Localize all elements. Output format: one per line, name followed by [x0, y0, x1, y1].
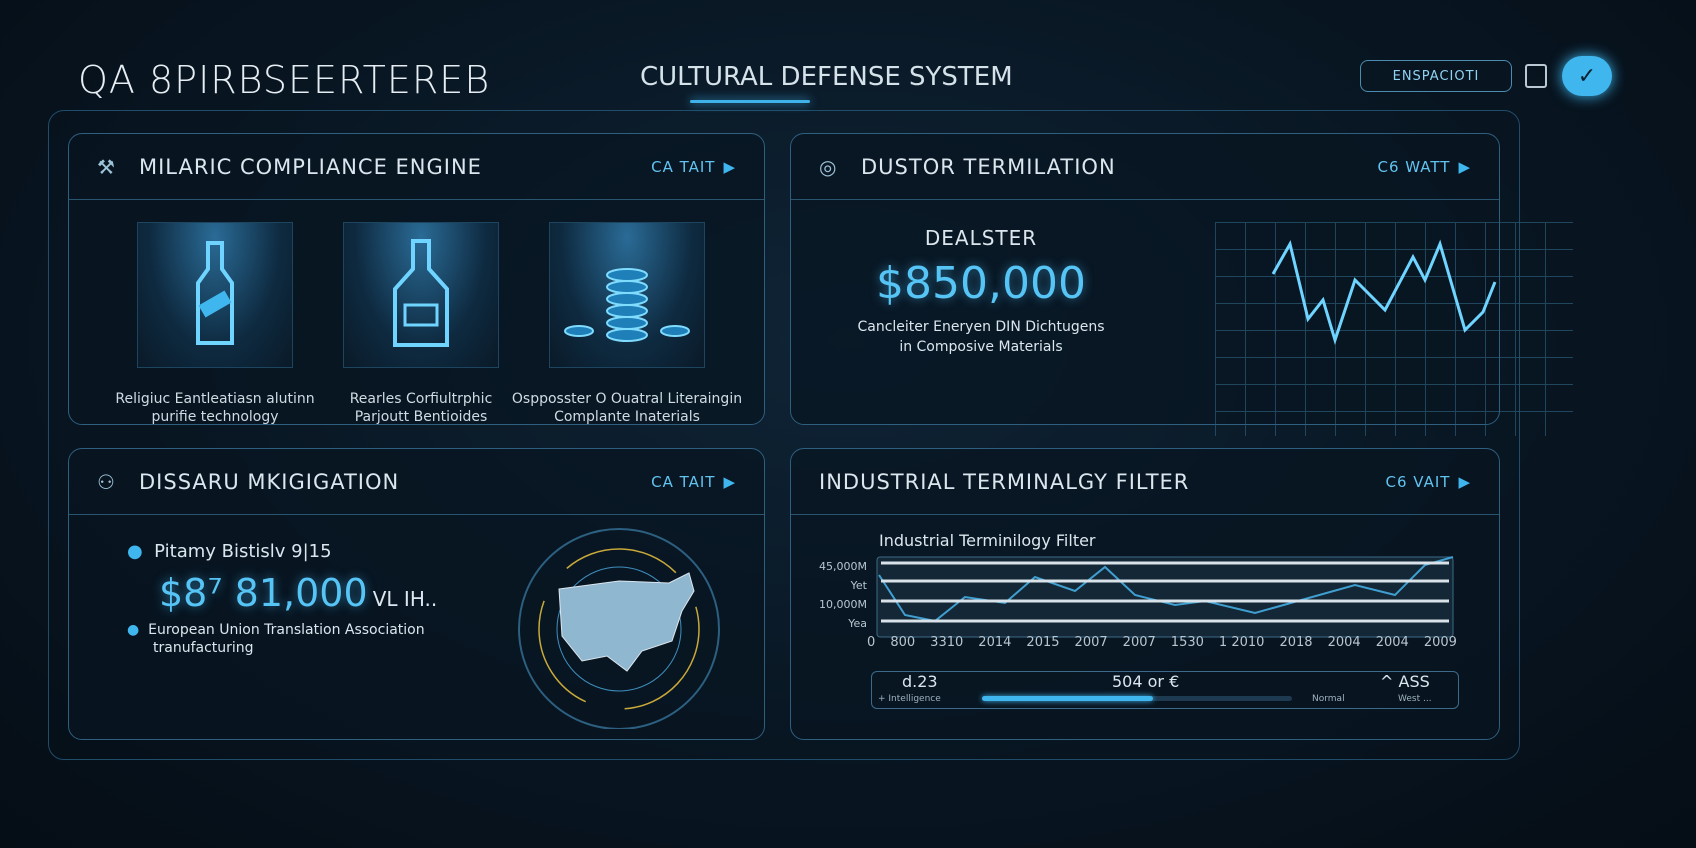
bullet-item: ● Pitamy Bistislv 9|15 [127, 541, 332, 562]
chart-title: Industrial Terminilogy Filter [879, 531, 1096, 550]
header-button[interactable]: ENSPACIOTI [1360, 60, 1512, 92]
migration-panel: ⚇ DISSARU MKIGIGATION CA TAIT ▶ ● Pitamy Bi… [68, 448, 765, 740]
document-icon[interactable] [1525, 64, 1547, 88]
panel-action[interactable]: CA TAIT ▶ [651, 472, 736, 491]
flask-icon[interactable] [343, 222, 499, 368]
stat-description: Cancleiter Eneryen DIN Dichtugens in Comp… [857, 319, 1105, 355]
right-sub: West ... [1398, 694, 1432, 704]
data-grid [1215, 222, 1573, 436]
filter-panel: INDUSTRIAL TERMINALGY FILTER C6 VAIT ▶ Ind… [790, 448, 1500, 740]
center-value: 504 or € [1112, 672, 1180, 691]
left-value: d.23 [902, 672, 938, 691]
panel-title: DISSARU MKIGIGATION [139, 469, 400, 494]
filter-controls: d.23 + Intelligence 504 or € Normal ^ AS… [871, 671, 1459, 709]
check-circle-icon: ◎ [819, 154, 837, 179]
check-icon[interactable]: ✓ [1562, 56, 1612, 96]
panel-action[interactable]: CA TAIT ▶ [651, 157, 736, 176]
trend-line [1271, 239, 1497, 345]
left-label: + Intelligence [878, 694, 941, 704]
caption: Ospposster O Ouatral Literaingin Complant… [511, 391, 743, 425]
stat-label: DEALSTER [924, 226, 1038, 250]
right-value: ^ ASS [1380, 672, 1430, 691]
tool-icon: ⚒ [97, 154, 115, 179]
panel-action[interactable]: C6 WATT ▶ [1377, 157, 1471, 176]
figures-icon: ⚇ [97, 469, 115, 494]
stat-value: $850,000 [876, 258, 1086, 309]
panel-title: MILARIC COMPLIANCE ENGINE [139, 154, 482, 179]
title-underline [690, 100, 810, 103]
bottle-icon[interactable] [137, 222, 293, 368]
filter-chart [876, 556, 1454, 638]
panel-title: DUSTOR TERMILATION [861, 154, 1116, 179]
caption: Rearles Corfiultrphic Parjoutt Bentioides [349, 391, 493, 425]
y-axis-labels: 45,000M Yet 10,000M Yea [819, 560, 867, 630]
brand-logo: QA 8PIRBSEERTEREB [78, 58, 491, 102]
bullet-item: ● European Union Translation Association… [127, 622, 425, 656]
page-title: CULTURAL DEFENSE SYSTEM [640, 62, 1013, 92]
migration-value: $8⁷ 81,000 VL IH.. [159, 571, 438, 615]
compliance-panel: ⚒ MILARIC COMPLIANCE ENGINE CA TAIT ▶ Relig… [68, 133, 765, 425]
x-axis-labels: 0 800 3310 2014 2015 2007 2007 1530 1 2010 2018 20… [867, 635, 1457, 650]
caption: Religiuc Eantleatiasn alutinn purifie tec… [115, 391, 315, 425]
panel-title: INDUSTRIAL TERMINALGY FILTER [819, 469, 1190, 494]
panel-action[interactable]: C6 VAIT ▶ [1385, 472, 1471, 491]
right-label: Normal [1312, 694, 1345, 704]
slider[interactable] [982, 696, 1292, 701]
coin-stack-icon[interactable] [549, 222, 705, 368]
us-map-radar [518, 528, 720, 729]
